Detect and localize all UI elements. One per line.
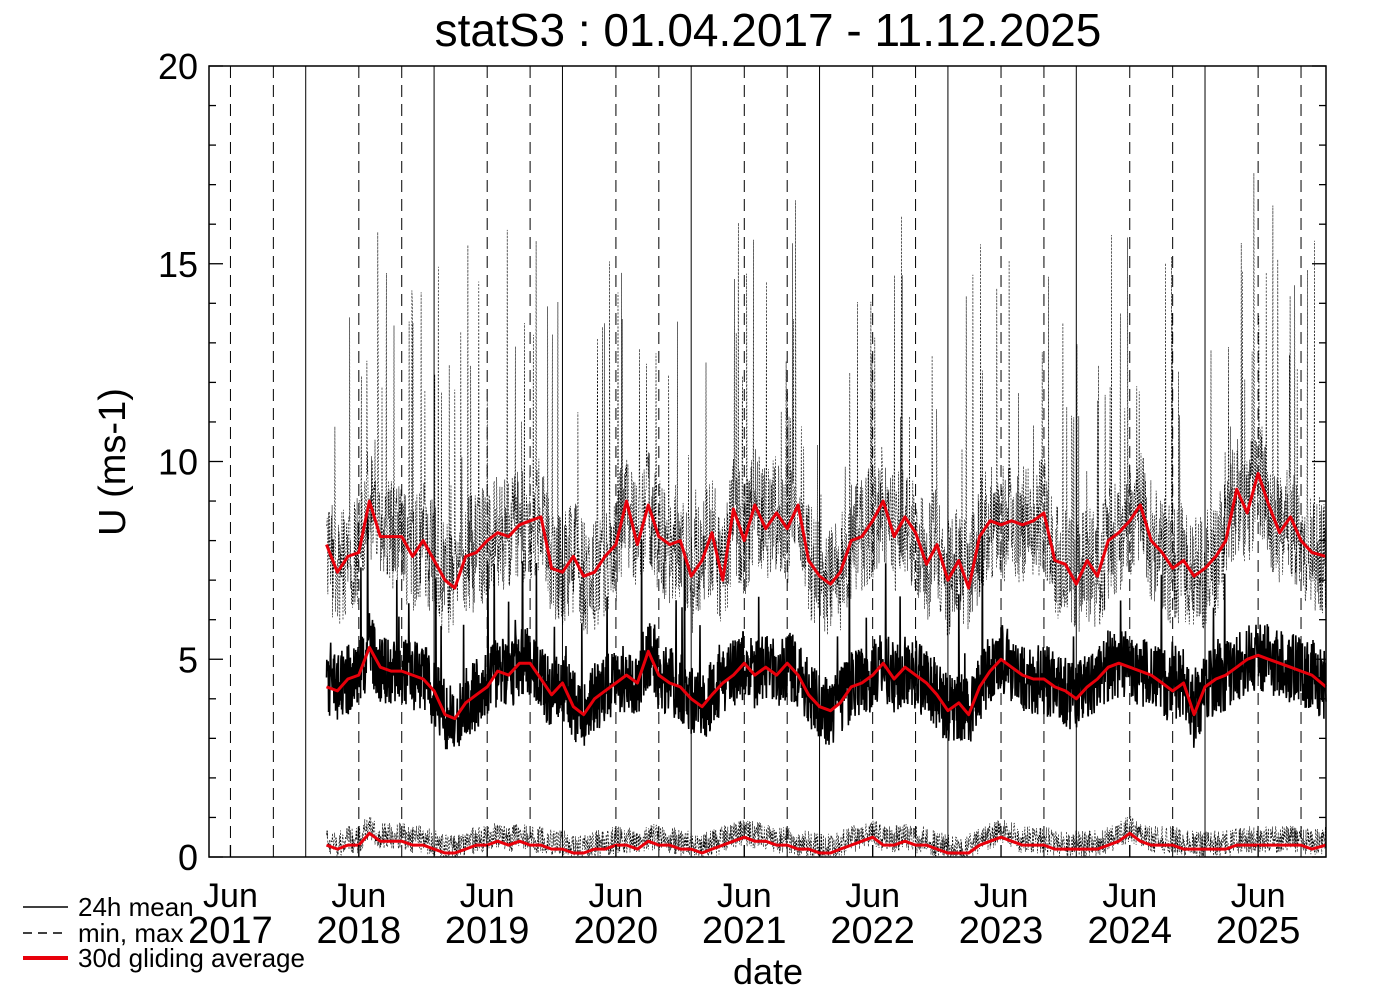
x-tick-month-label: Jun bbox=[460, 877, 515, 915]
x-tick-month-label: Jun bbox=[845, 877, 900, 915]
y-tick-label: 5 bbox=[178, 639, 198, 680]
x-tick-year-label: 2020 bbox=[574, 910, 659, 952]
legend-label: 24h mean bbox=[78, 892, 194, 922]
y-tick-label: 0 bbox=[178, 837, 198, 878]
x-tick-month-label: Jun bbox=[589, 877, 644, 915]
gliding-average-min-line bbox=[325, 831, 1327, 855]
x-tick-month-label: Jun bbox=[331, 877, 386, 915]
x-tick-month-label: Jun bbox=[1231, 877, 1286, 915]
x-tick-month-label: Jun bbox=[974, 877, 1029, 915]
legend-label: min, max bbox=[78, 918, 183, 948]
x-tick-month-label: Jun bbox=[203, 877, 258, 915]
x-axis-label: date bbox=[733, 951, 803, 992]
legend-label: 30d gliding average bbox=[78, 943, 305, 973]
y-tick-label: 10 bbox=[158, 442, 198, 483]
x-tick-year-label: 2017 bbox=[188, 910, 273, 952]
x-tick-year-label: 2025 bbox=[1216, 910, 1301, 952]
gliding-average-mean-line bbox=[325, 645, 1327, 721]
y-tick-label: 15 bbox=[158, 244, 198, 285]
daily-mean-line bbox=[325, 507, 1327, 750]
y-axis-label: U (ms-1) bbox=[92, 388, 134, 536]
x-tick-month-label: Jun bbox=[1102, 877, 1157, 915]
y-tick-label: 20 bbox=[158, 46, 198, 87]
gliding-average-max-line bbox=[325, 471, 1327, 590]
chart-title: statS3 : 01.04.2017 - 11.12.2025 bbox=[435, 4, 1102, 56]
x-tick-year-label: 2019 bbox=[445, 910, 530, 952]
x-tick-year-label: 2018 bbox=[317, 910, 402, 952]
x-tick-year-label: 2024 bbox=[1087, 910, 1172, 952]
x-tick-year-label: 2021 bbox=[702, 910, 787, 952]
axis-ticks: 05101520Jun2017Jun2018Jun2019Jun2020Jun2… bbox=[158, 46, 1326, 952]
x-tick-year-label: 2023 bbox=[959, 910, 1044, 952]
x-tick-month-label: Jun bbox=[717, 877, 772, 915]
x-tick-year-label: 2022 bbox=[830, 910, 915, 952]
gliding-average-lines bbox=[325, 471, 1327, 855]
